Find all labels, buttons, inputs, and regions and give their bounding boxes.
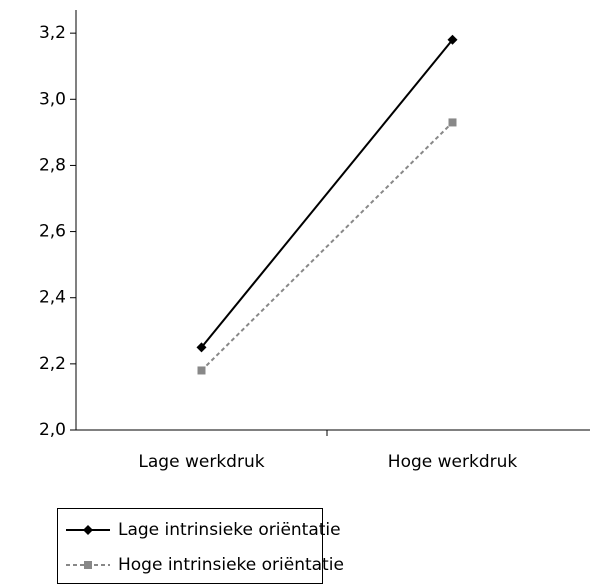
x-tick-label: Hoge werkdruk [388,452,518,472]
point [196,342,207,353]
series-line [200,121,454,372]
series-line [200,39,454,348]
y-tick-label: 2,2 [39,354,66,374]
legend-label: Lage intrinsieke oriëntatie [118,520,341,540]
y-tick-label: 2,0 [39,420,66,440]
y-tick-label: 2,8 [39,155,66,175]
y-tick-label: 2,6 [39,222,66,242]
x-tick-label: Lage werkdruk [138,452,264,472]
legend-marker [83,525,93,535]
y-tick-label: 3,0 [39,89,66,109]
legend-label: Hoge intrinsieke oriëntatie [118,555,344,575]
point [197,366,206,375]
legend-marker [84,561,92,569]
y-tick-label: 3,2 [39,23,66,43]
point [447,34,458,45]
y-tick-label: 2,4 [39,288,66,308]
point [448,118,457,127]
